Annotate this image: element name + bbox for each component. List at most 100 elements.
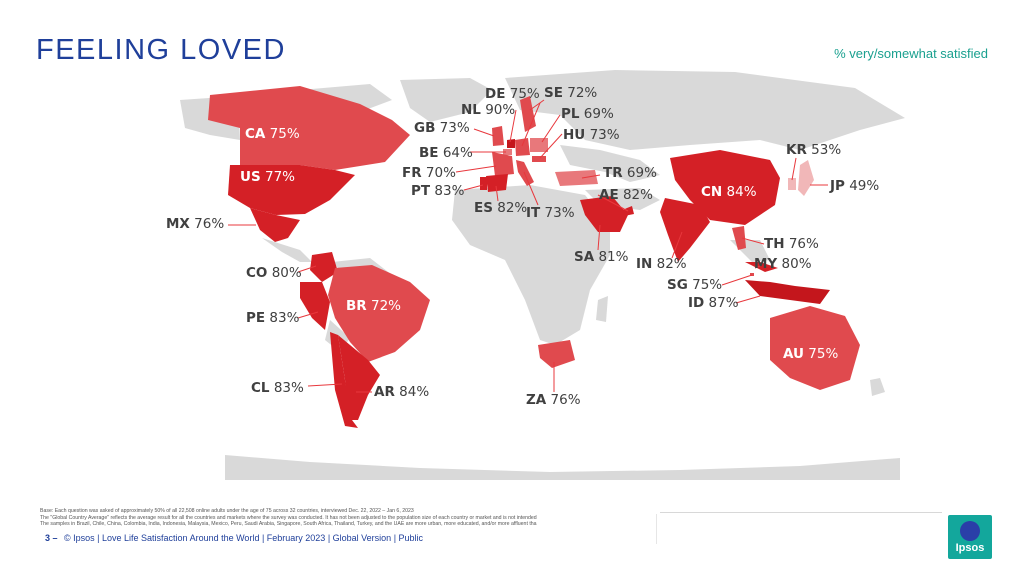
value-cl: 83% (273, 380, 304, 396)
footer: 3 – © Ipsos | Love Life Satisfaction Aro… (45, 533, 423, 543)
leader-fr (455, 165, 497, 173)
label-pt: PT 83% (411, 183, 465, 199)
country-mx (250, 208, 300, 242)
country-ca (208, 86, 410, 170)
country-us (228, 165, 355, 215)
value-cn: 84% (726, 184, 757, 200)
country-pt (480, 177, 487, 190)
country-it (516, 160, 534, 186)
logo-circle-icon (960, 521, 980, 541)
label-id: ID 87% (688, 295, 739, 311)
value-hu: 73% (589, 127, 620, 143)
label-in: IN 82% (636, 256, 687, 272)
label-ca: CA 75% (245, 126, 300, 142)
value-ca: 75% (269, 126, 300, 142)
country-tr (555, 170, 598, 186)
value-sg: 75% (692, 277, 723, 293)
label-my: MY 80% (754, 256, 812, 272)
leader-pl (541, 114, 561, 143)
surveyed-countries (208, 86, 860, 428)
leader-th (741, 237, 765, 245)
country-id (745, 280, 830, 304)
label-mx: MX 76% (166, 216, 225, 232)
leader-sa (597, 224, 601, 251)
leader-sg (721, 274, 753, 286)
divider-vertical (656, 514, 657, 544)
leader-es (495, 185, 499, 202)
value-gb: 73% (439, 120, 470, 136)
label-nl: NL 90% (461, 102, 516, 118)
label-za: ZA 76% (526, 392, 581, 408)
label-fr: FR 70% (402, 165, 456, 181)
country-pl (530, 138, 548, 152)
leader-pt (463, 184, 484, 191)
label-au: AU 75% (783, 346, 839, 362)
label-sg: SG 75% (667, 277, 723, 293)
label-be: BE 64% (419, 145, 473, 161)
leader-gb (473, 128, 495, 137)
value-it: 73% (544, 205, 575, 221)
value-de: 75% (509, 86, 540, 102)
country-th (732, 226, 746, 250)
label-ae: AE 82% (599, 187, 653, 203)
value-sa: 81% (598, 249, 629, 265)
value-pl: 69% (583, 106, 614, 122)
leader-pe (297, 311, 319, 319)
label-pe: PE 83% (246, 310, 300, 326)
label-br: BR 72% (346, 298, 401, 314)
value-au: 75% (808, 346, 839, 362)
value-br: 72% (370, 298, 401, 314)
country-gb (492, 126, 504, 146)
value-in: 82% (656, 256, 687, 272)
label-jp: JP 49% (830, 178, 880, 194)
footer-text: © Ipsos | Love Life Satisfaction Around … (64, 533, 424, 543)
country-de (515, 138, 530, 156)
country-ar (338, 335, 380, 420)
country-za (538, 340, 575, 368)
label-kr: KR 53% (786, 142, 842, 158)
label-it: IT 73% (526, 205, 575, 221)
leader-id (735, 295, 761, 304)
leader-de (521, 102, 541, 147)
leader-in (671, 231, 683, 259)
label-us: US 77% (240, 169, 295, 185)
ipsos-logo: Ipsos (948, 515, 992, 559)
label-tr: TR 69% (603, 165, 657, 181)
leader-tr (581, 174, 601, 179)
country-kr (788, 178, 796, 190)
label-gb: GB 73% (414, 120, 470, 136)
subtitle: % very/somewhat satisfied (834, 46, 988, 61)
country-my (745, 262, 778, 272)
value-za: 76% (550, 392, 581, 408)
label-pl: PL 69% (561, 106, 614, 122)
leader-nl (509, 109, 517, 143)
label-es: ES 82% (474, 200, 528, 216)
value-th: 76% (788, 236, 819, 252)
country-be (503, 149, 512, 155)
leader-lines (228, 99, 828, 393)
label-cn: CN 84% (701, 184, 757, 200)
label-de: DE 75% (485, 86, 540, 102)
value-ar: 84% (399, 384, 430, 400)
leader-cl (307, 383, 343, 387)
label-se: SE 72% (544, 85, 598, 101)
country-hu (532, 156, 546, 162)
country-pe (300, 282, 330, 330)
page-number: 3 – (45, 533, 58, 543)
value-us: 77% (264, 169, 295, 185)
label-ar: AR 84% (374, 384, 430, 400)
country-br (328, 265, 430, 362)
country-jp (798, 160, 814, 196)
label-hu: HU 73% (563, 127, 620, 143)
value-pt: 83% (434, 183, 465, 199)
value-nl: 90% (485, 102, 516, 118)
value-be: 64% (442, 145, 473, 161)
footnote-line-2: The "Global Country Average" reflects th… (40, 514, 537, 521)
country-cl (330, 332, 358, 428)
value-kr: 53% (811, 142, 842, 158)
footnote-line-1: Base: Each question was asked of approxi… (40, 508, 414, 514)
footnote-line-3: The samples in Brazil, Chile, China, Col… (40, 521, 537, 528)
label-th: TH 76% (764, 236, 819, 252)
value-pe: 83% (269, 310, 300, 326)
value-fr: 70% (425, 165, 456, 181)
